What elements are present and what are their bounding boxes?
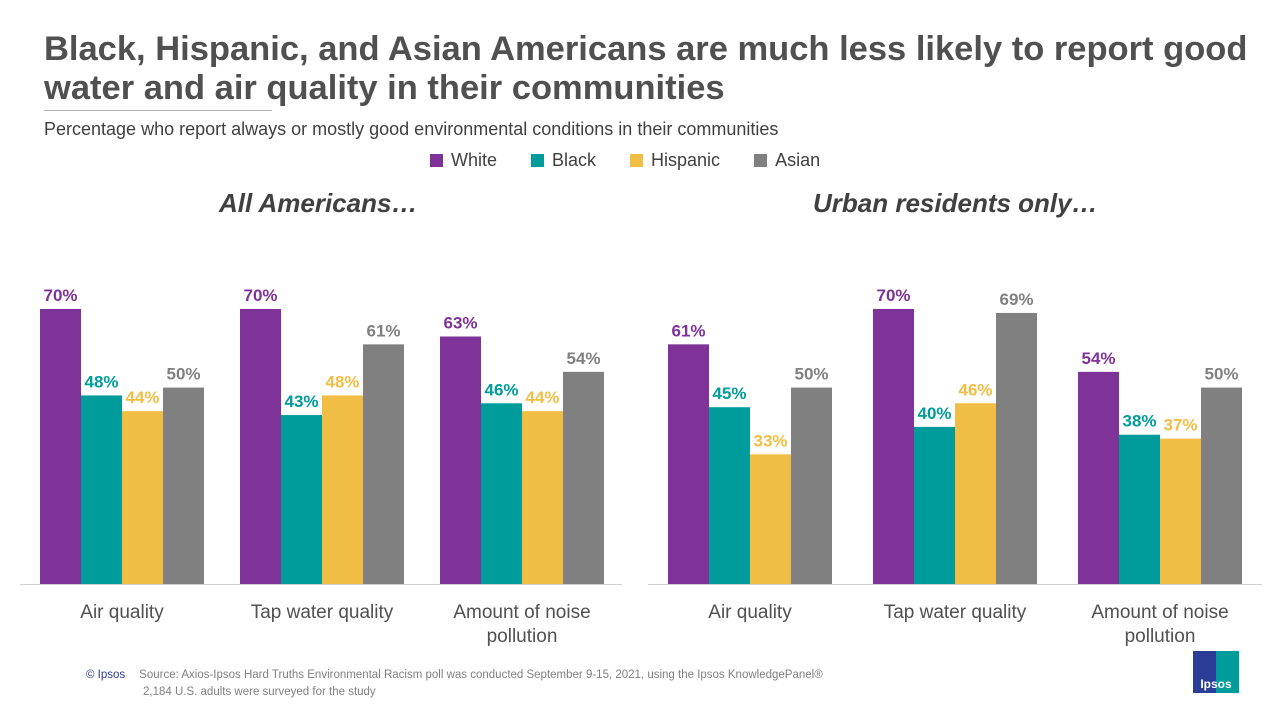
data-label: 61%: [366, 321, 400, 340]
legend-item-white: White: [430, 150, 497, 171]
data-label: 38%: [1122, 412, 1156, 431]
bar-white: [440, 336, 481, 584]
data-label: 46%: [958, 380, 992, 399]
panel-title-all: All Americans…: [219, 188, 418, 218]
bar-hispanic: [750, 454, 791, 584]
data-label: 69%: [999, 290, 1033, 309]
data-label: 40%: [917, 404, 951, 423]
data-label: 46%: [484, 380, 518, 399]
data-label: 70%: [876, 286, 910, 305]
bar-hispanic: [522, 411, 563, 584]
category-label: Tap water quality: [251, 602, 394, 623]
data-label: 45%: [712, 384, 746, 403]
data-label: 70%: [43, 286, 77, 305]
legend-swatch: [430, 154, 443, 167]
source-line-1: Source: Axios-Ipsos Hard Truths Environm…: [139, 669, 823, 681]
bar-black: [81, 395, 122, 584]
bar-black: [914, 426, 955, 584]
bar-white: [668, 344, 709, 584]
category-label: Air quality: [708, 602, 792, 623]
category-label: Tap water quality: [884, 602, 1027, 623]
legend-item-black: Black: [531, 150, 596, 171]
category-label: pollution: [487, 626, 558, 647]
legend-swatch: [754, 154, 768, 167]
data-label: 61%: [671, 321, 705, 340]
legend-label: Asian: [775, 150, 821, 170]
bar-hispanic: [122, 411, 163, 584]
data-label: 43%: [284, 392, 318, 411]
bar-black: [481, 403, 522, 584]
bar-asian: [363, 344, 404, 584]
data-label: 50%: [1204, 365, 1238, 384]
bar-white: [240, 309, 281, 584]
category-label: pollution: [1125, 626, 1196, 647]
data-label: 54%: [566, 349, 600, 368]
bar-asian: [563, 371, 604, 584]
legend-label: White: [451, 150, 498, 170]
legend-item-asian: Asian: [754, 150, 820, 171]
bar-black: [709, 407, 750, 584]
bar-black: [281, 415, 322, 584]
copyright: © Ipsos: [86, 669, 126, 681]
bar-asian: [791, 387, 832, 584]
legend-swatch: [531, 154, 545, 167]
page-title: Black, Hispanic, and Asian Americans are…: [44, 30, 1248, 107]
bar-asian: [163, 387, 204, 584]
legend-swatch: [630, 154, 644, 167]
footer: © Ipsos Source: Axios-Ipsos Hard Truths E…: [86, 667, 823, 701]
data-label: 48%: [84, 372, 118, 391]
category-label: Air quality: [80, 602, 164, 623]
bar-hispanic: [322, 395, 363, 584]
data-label: 50%: [166, 365, 200, 384]
subtitle: Percentage who report always or mostly g…: [44, 119, 779, 139]
bar-hispanic: [1160, 438, 1201, 584]
bar-white: [1078, 371, 1119, 584]
category-label: Amount of noise: [453, 602, 590, 623]
data-label: 70%: [243, 286, 277, 305]
category-label: Amount of noise: [1091, 602, 1228, 623]
title-underline: [44, 110, 272, 111]
data-label: 44%: [525, 388, 559, 407]
data-label: 54%: [1081, 349, 1115, 368]
legend-item-hispanic: Hispanic: [630, 150, 720, 171]
bar-asian: [996, 312, 1037, 584]
data-label: 63%: [443, 314, 477, 333]
data-label: 48%: [325, 372, 359, 391]
ipsos-logo: Ipsos: [1193, 651, 1239, 693]
bar-asian: [1201, 387, 1242, 584]
bar-white: [873, 309, 914, 584]
data-label: 44%: [125, 388, 159, 407]
bar-black: [1119, 434, 1160, 584]
data-label: 33%: [753, 431, 787, 450]
data-label: 50%: [794, 365, 828, 384]
data-label: 37%: [1163, 416, 1197, 435]
bar-white: [40, 309, 81, 584]
legend-label: Hispanic: [651, 150, 721, 170]
source-line-2: 2,184 U.S. adults were surveyed for the …: [143, 686, 376, 698]
legend-label: Black: [552, 150, 597, 170]
legend: White Black Hispanic Asian: [430, 150, 820, 171]
panel-title-urban: Urban residents only…: [813, 188, 1098, 218]
bar-hispanic: [955, 403, 996, 584]
